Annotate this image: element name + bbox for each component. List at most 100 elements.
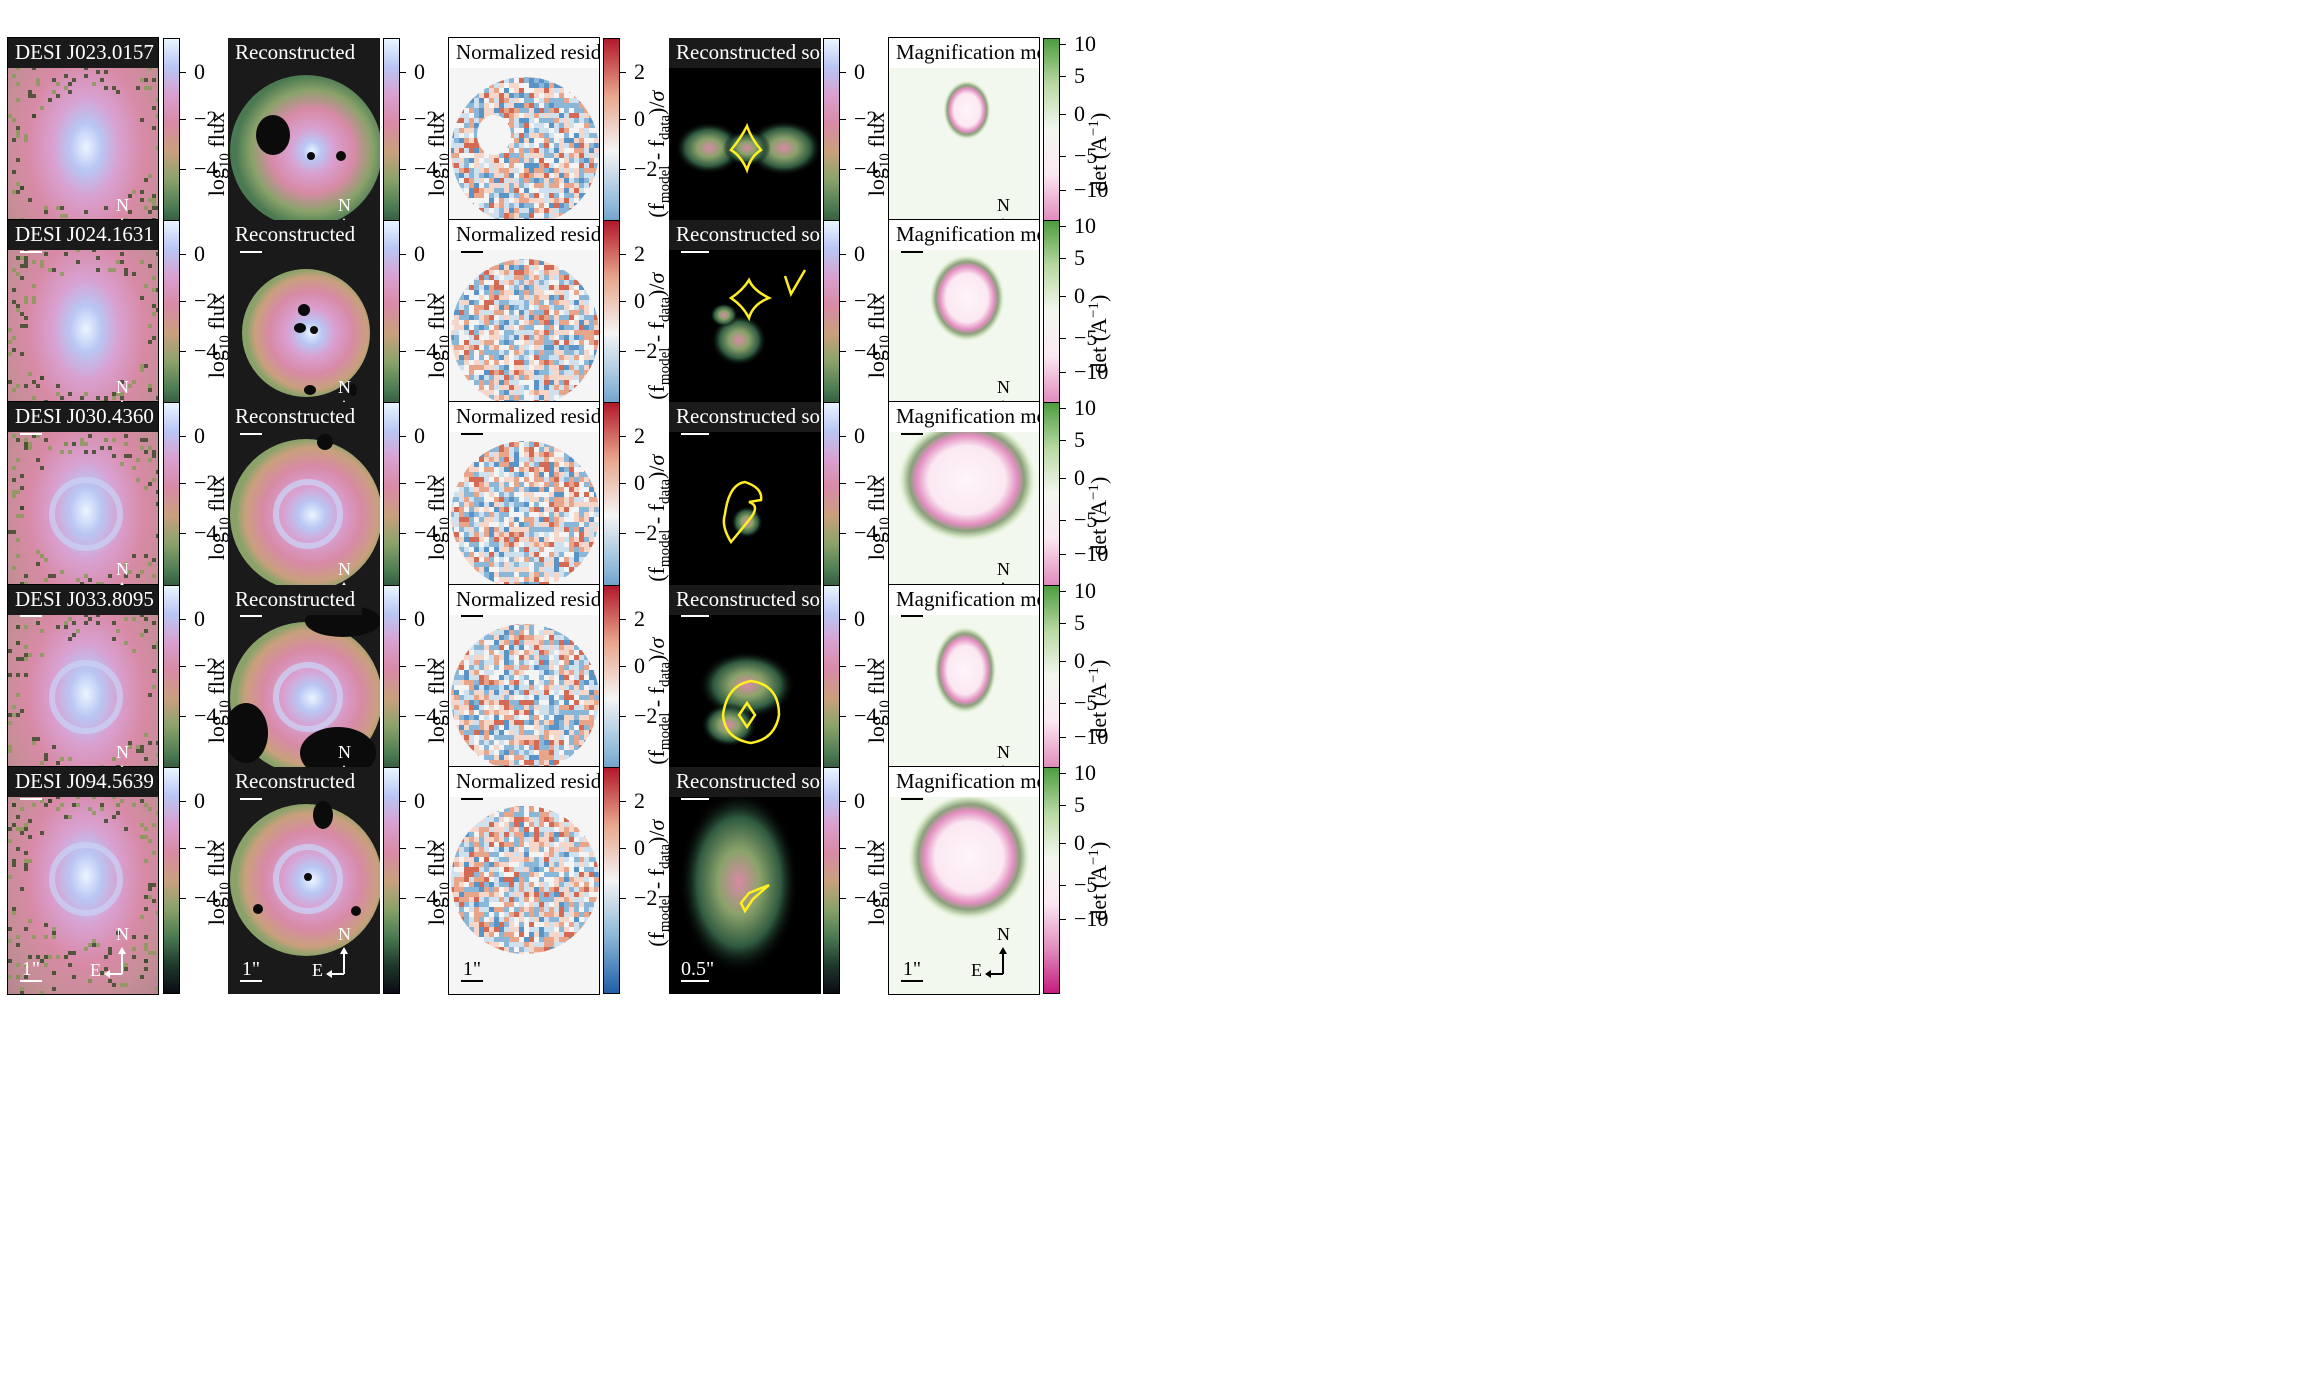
scale-bar-line xyxy=(20,433,42,435)
scale-bar-line xyxy=(901,615,923,617)
magnification-title: Magnification model xyxy=(889,38,1039,68)
north-label: N xyxy=(116,377,129,397)
colorbar-tick-label: 0 xyxy=(400,788,425,813)
colorbar-tick-label: −4 xyxy=(179,156,218,181)
magnification-title: Magnification model xyxy=(889,585,1039,615)
colorbar-ticks: 2 0 −2 xyxy=(619,402,680,629)
colorbar-tick-label: −4 xyxy=(179,885,218,910)
colorbar-tick-label: −2 xyxy=(399,106,438,131)
scale-bar-label: 1" xyxy=(462,958,482,980)
colorbar-tick-label: −2 xyxy=(179,106,218,131)
colorbar-ticks: 0 −2 −4 xyxy=(399,767,460,994)
scale-bar-line xyxy=(20,251,42,253)
colorbar-ticks: 0 −2 −4 xyxy=(399,220,460,447)
north-label: N xyxy=(338,195,351,215)
colorbar-ticks: 2 0 −2 xyxy=(619,585,680,812)
scale-bar-line xyxy=(20,980,42,982)
north-label: N xyxy=(338,924,351,944)
reconstructed-source-panel: Reconstructed source0.5" xyxy=(669,220,821,447)
north-label: N xyxy=(997,924,1010,944)
colorbar-tick-label: −10 xyxy=(1059,177,1109,202)
source-title: Reconstructed source xyxy=(669,767,821,797)
colorbar-tick-label: −2 xyxy=(839,835,878,860)
east-label: E xyxy=(312,960,323,980)
lens-name-label: DESI J033.8095 xyxy=(8,585,158,615)
colorbar-tick-label: −4 xyxy=(399,338,438,363)
colorbar-ticks: 10 5 0 −5 −10 xyxy=(1059,31,1120,265)
colorbar-tick-label: 10 xyxy=(1060,31,1096,56)
colorbar-tick-label: 0 xyxy=(1060,830,1085,855)
source-title: Reconstructed source xyxy=(669,402,821,432)
colorbar-tick-label: 0 xyxy=(840,59,865,84)
colorbar-tick-label: −2 xyxy=(179,835,218,860)
colorbar-tick-label: 0 xyxy=(840,606,865,631)
colorbar-tick-label: −2 xyxy=(179,288,218,313)
colorbar-ticks: 10 5 0 −5 −10 xyxy=(1059,760,1120,994)
scale-bar-line xyxy=(681,980,709,982)
colorbar-tick-label: 10 xyxy=(1060,578,1096,603)
colorbar-tick-label: 5 xyxy=(1060,792,1085,817)
reconstructed-title: Reconstructed xyxy=(228,767,363,797)
colorbar-ticks: 0 −2 −4 xyxy=(179,38,240,265)
lens-name-label: DESI J030.4360 xyxy=(8,402,158,432)
scale-bar-line xyxy=(681,251,709,253)
colorbar-tick-label: 0 xyxy=(180,241,205,266)
colorbar-label: det (A−1) xyxy=(1085,476,1112,556)
north-label: N xyxy=(338,559,351,579)
colorbar-tick-label: −4 xyxy=(399,703,438,728)
colorbar-tick-label: −4 xyxy=(839,885,878,910)
reconstructed-source-panel: Reconstructed source 0.5" xyxy=(669,767,821,994)
colorbar-tick-label: −2 xyxy=(619,156,658,181)
colorbar-tick-label: 5 xyxy=(1060,427,1085,452)
colorbar-tick-label: 10 xyxy=(1060,213,1096,238)
colorbar-tick-label: −2 xyxy=(399,653,438,678)
colorbar-label: det (A−1) xyxy=(1085,112,1112,192)
scale-bar-line xyxy=(240,433,262,435)
colorbar-tick-label: 0 xyxy=(620,653,645,678)
scale-bar-line xyxy=(461,980,483,982)
residual-title: Normalized residual xyxy=(449,38,599,68)
data-image-panel: DESI J094.5639 1" N E xyxy=(7,766,159,995)
colorbar-tick-label: 5 xyxy=(1060,245,1085,270)
colorbar-tick-label: −2 xyxy=(179,653,218,678)
colorbar-tick-label: −2 xyxy=(839,288,878,313)
scale-bar-label: 0.5" xyxy=(681,958,715,980)
colorbar xyxy=(163,767,180,994)
scale-bar: 1" xyxy=(901,959,923,982)
source-title: Reconstructed source xyxy=(669,585,821,615)
colorbar-tick-label: −4 xyxy=(839,520,878,545)
colorbar-tick-label: 10 xyxy=(1060,395,1096,420)
north-label: N xyxy=(116,924,129,944)
colorbar-ticks: 10 5 0 −5 −10 xyxy=(1059,213,1120,447)
scale-bar-line xyxy=(681,433,709,435)
colorbar-tick-label: 0 xyxy=(180,788,205,813)
residual-title: Normalized residual xyxy=(449,402,599,432)
colorbar-tick-label: −2 xyxy=(839,470,878,495)
colorbar-tick-label: −4 xyxy=(839,156,878,181)
scale-bar-label: 1" xyxy=(902,958,922,980)
colorbar-ticks: 0 −2 −4 xyxy=(179,220,240,447)
colorbar-tick-label: 0 xyxy=(1060,283,1085,308)
colorbar-tick-label: 0 xyxy=(400,423,425,448)
scale-bar-line xyxy=(901,798,923,800)
scale-bar-line xyxy=(461,798,483,800)
colorbar-tick-label: 10 xyxy=(1060,760,1096,785)
colorbar-tick-label: −4 xyxy=(839,338,878,363)
colorbar-ticks: 0 −2 −4 xyxy=(399,585,460,812)
colorbar-tick-label: −5 xyxy=(1059,325,1098,350)
lens-name-label: DESI J023.0157 xyxy=(8,38,158,68)
magnification-title: Magnification model xyxy=(889,220,1039,250)
residual-title: Normalized residual xyxy=(449,767,599,797)
colorbar-tick-label: −10 xyxy=(1059,541,1109,566)
scale-bar-line xyxy=(461,251,483,253)
colorbar-tick-label: 0 xyxy=(180,423,205,448)
scale-bar-line xyxy=(240,798,262,800)
north-label: N xyxy=(997,559,1010,579)
colorbar xyxy=(1043,767,1060,994)
scale-bar: 1" xyxy=(20,959,42,982)
colorbar-tick-label: 2 xyxy=(620,59,645,84)
reconstructed-title: Reconstructed xyxy=(228,585,363,615)
